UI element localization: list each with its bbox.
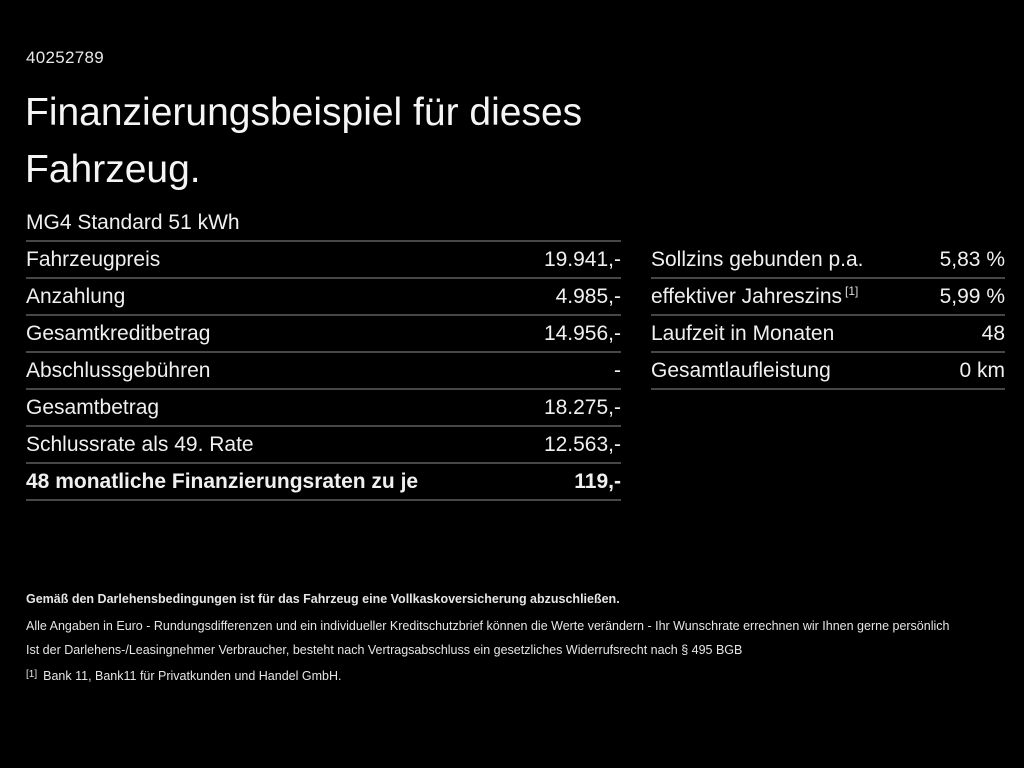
row-value: 18.275,- — [543, 395, 621, 419]
footer-footnote: [1] Bank 11, Bank11 für Privatkunden und… — [26, 669, 1001, 685]
row-label: 48 monatliche Finanzierungsraten zu je — [26, 469, 419, 493]
table-row-gesamtlaufleistung: Gesamtlaufleistung 0 km — [651, 353, 1005, 390]
row-value: 19.941,- — [543, 247, 621, 271]
table-row-schlussrate: Schlussrate als 49. Rate 12.563,- — [26, 427, 621, 464]
row-value: 48 — [981, 321, 1005, 345]
table-row-monatsrate: 48 monatliche Finanzierungsraten zu je 1… — [26, 464, 621, 501]
footer-withdrawal-note: Ist der Darlehens-/Leasingnehmer Verbrau… — [26, 643, 743, 657]
financing-table: MG4 Standard 51 kWh Fahrzeugpreis 19.941… — [26, 205, 621, 501]
row-value: 0 km — [959, 358, 1005, 382]
table-row-gesamtkreditbetrag: Gesamtkreditbetrag 14.956,- — [26, 316, 621, 353]
footer-insurance-note: Gemäß den Darlehensbedingungen ist für d… — [26, 592, 620, 606]
financing-tables: MG4 Standard 51 kWh Fahrzeugpreis 19.941… — [26, 205, 1005, 501]
footnote-sup: [1] — [845, 283, 859, 298]
row-value: - — [614, 358, 621, 382]
row-label: Gesamtlaufleistung — [651, 358, 831, 382]
row-value: 12.563,- — [543, 432, 621, 456]
table-row-anzahlung: Anzahlung 4.985,- — [26, 279, 621, 316]
row-label: Sollzins gebunden p.a. — [651, 247, 864, 271]
row-label: Gesamtbetrag — [26, 395, 160, 419]
row-label: Abschlussgebühren — [26, 358, 211, 382]
footer-disclaimer: Alle Angaben in Euro - Rundungsdifferenz… — [26, 619, 950, 633]
table-row-abschlussgebuehren: Abschlussgebühren - — [26, 353, 621, 390]
table-row-sollzins: Sollzins gebunden p.a. 5,83 % — [651, 242, 1005, 279]
table-row-fahrzeugpreis: Fahrzeugpreis 19.941,- — [26, 242, 621, 279]
row-value: 119,- — [574, 469, 621, 493]
row-value: 5,83 % — [939, 247, 1005, 271]
vehicle-id: 40252789 — [26, 48, 105, 67]
footnote-marker: [1] — [26, 669, 38, 680]
conditions-table: Sollzins gebunden p.a. 5,83 % effektiver… — [651, 242, 1005, 390]
row-label: Schlussrate als 49. Rate — [26, 432, 254, 456]
row-label: Laufzeit in Monaten — [651, 321, 835, 345]
footer: Gemäß den Darlehensbedingungen ist für d… — [26, 592, 1001, 685]
row-value: 5,99 % — [939, 284, 1005, 308]
table-row-gesamtbetrag: Gesamtbetrag 18.275,- — [26, 390, 621, 427]
row-label: Anzahlung — [26, 284, 126, 308]
row-label: Fahrzeugpreis — [26, 247, 161, 271]
footnote-text: Bank 11, Bank11 für Privatkunden und Han… — [43, 669, 342, 683]
page-title-line-1: Finanzierungsbeispiel für dieses — [25, 91, 583, 134]
row-label: effektiver Jahreszins [1] — [651, 283, 859, 308]
page-title-line-2: Fahrzeug. — [25, 148, 201, 191]
table-row-effektiver-jahreszins: effektiver Jahreszins [1] 5,99 % — [651, 279, 1005, 316]
page-title: Finanzierungsbeispiel für dieses Fahrzeu… — [25, 84, 582, 198]
row-value: 14.956,- — [543, 321, 621, 345]
row-label: Gesamtkreditbetrag — [26, 321, 211, 345]
vehicle-model: MG4 Standard 51 kWh — [26, 205, 621, 242]
row-value: 4.985,- — [555, 284, 621, 308]
table-row-laufzeit: Laufzeit in Monaten 48 — [651, 316, 1005, 353]
